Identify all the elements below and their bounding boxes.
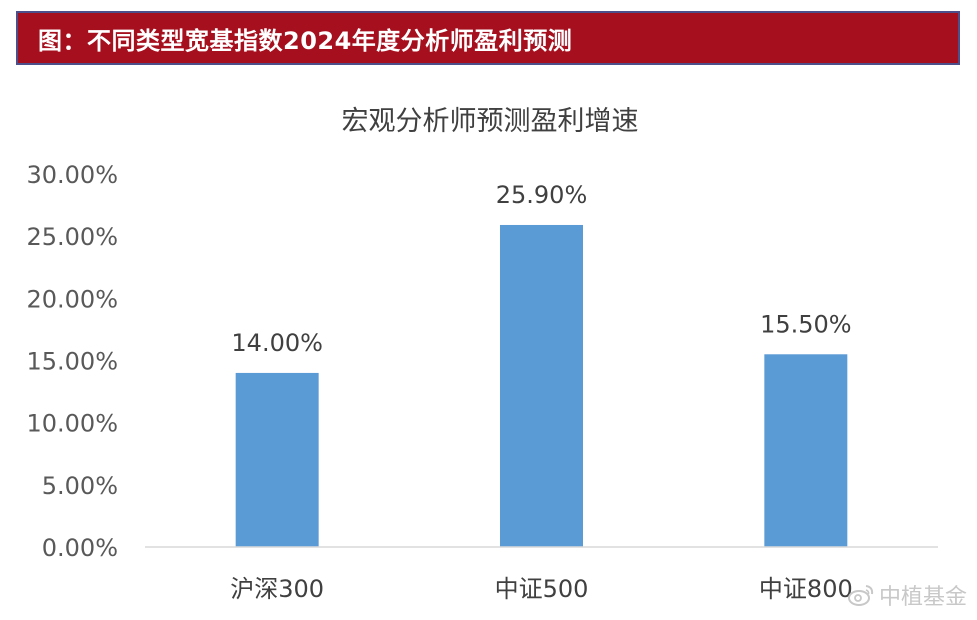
title-banner: 图：不同类型宽基指数2024年度分析师盈利预测 <box>16 11 960 65</box>
bar-value-label: 25.90% <box>496 181 588 209</box>
y-tick-label: 25.00% <box>26 223 118 251</box>
bar-value-label: 15.50% <box>760 310 852 338</box>
chart-title: 宏观分析师预测盈利增速 <box>342 106 639 137</box>
y-tick-label: 5.00% <box>42 472 118 500</box>
value-labels: 14.00% 25.90% 15.50% <box>231 181 851 357</box>
x-axis: 沪深300 中证500 中证800 <box>230 575 852 603</box>
y-axis: 0.00% 5.00% 10.00% 15.00% 20.00% 25.00% 30.00% <box>26 161 118 562</box>
y-tick-label: 20.00% <box>26 285 118 313</box>
x-tick-label: 中证500 <box>495 575 589 603</box>
bar <box>235 372 319 547</box>
watermark: 中植基金 <box>847 579 967 611</box>
y-tick-label: 10.00% <box>26 410 118 438</box>
bar <box>764 354 848 547</box>
y-tick-label: 0.00% <box>42 534 118 562</box>
watermark-text: 中植基金 <box>878 585 967 610</box>
bar-value-label: 14.00% <box>231 329 323 357</box>
y-tick-label: 30.00% <box>26 161 118 189</box>
y-tick-label: 15.00% <box>26 348 118 376</box>
bar <box>500 224 583 547</box>
bars <box>235 224 848 547</box>
x-tick-label: 中证800 <box>759 575 853 603</box>
page-title: 图：不同类型宽基指数2024年度分析师盈利预测 <box>38 26 573 55</box>
x-tick-label: 沪深300 <box>230 575 324 603</box>
weibo-icon <box>847 585 874 606</box>
